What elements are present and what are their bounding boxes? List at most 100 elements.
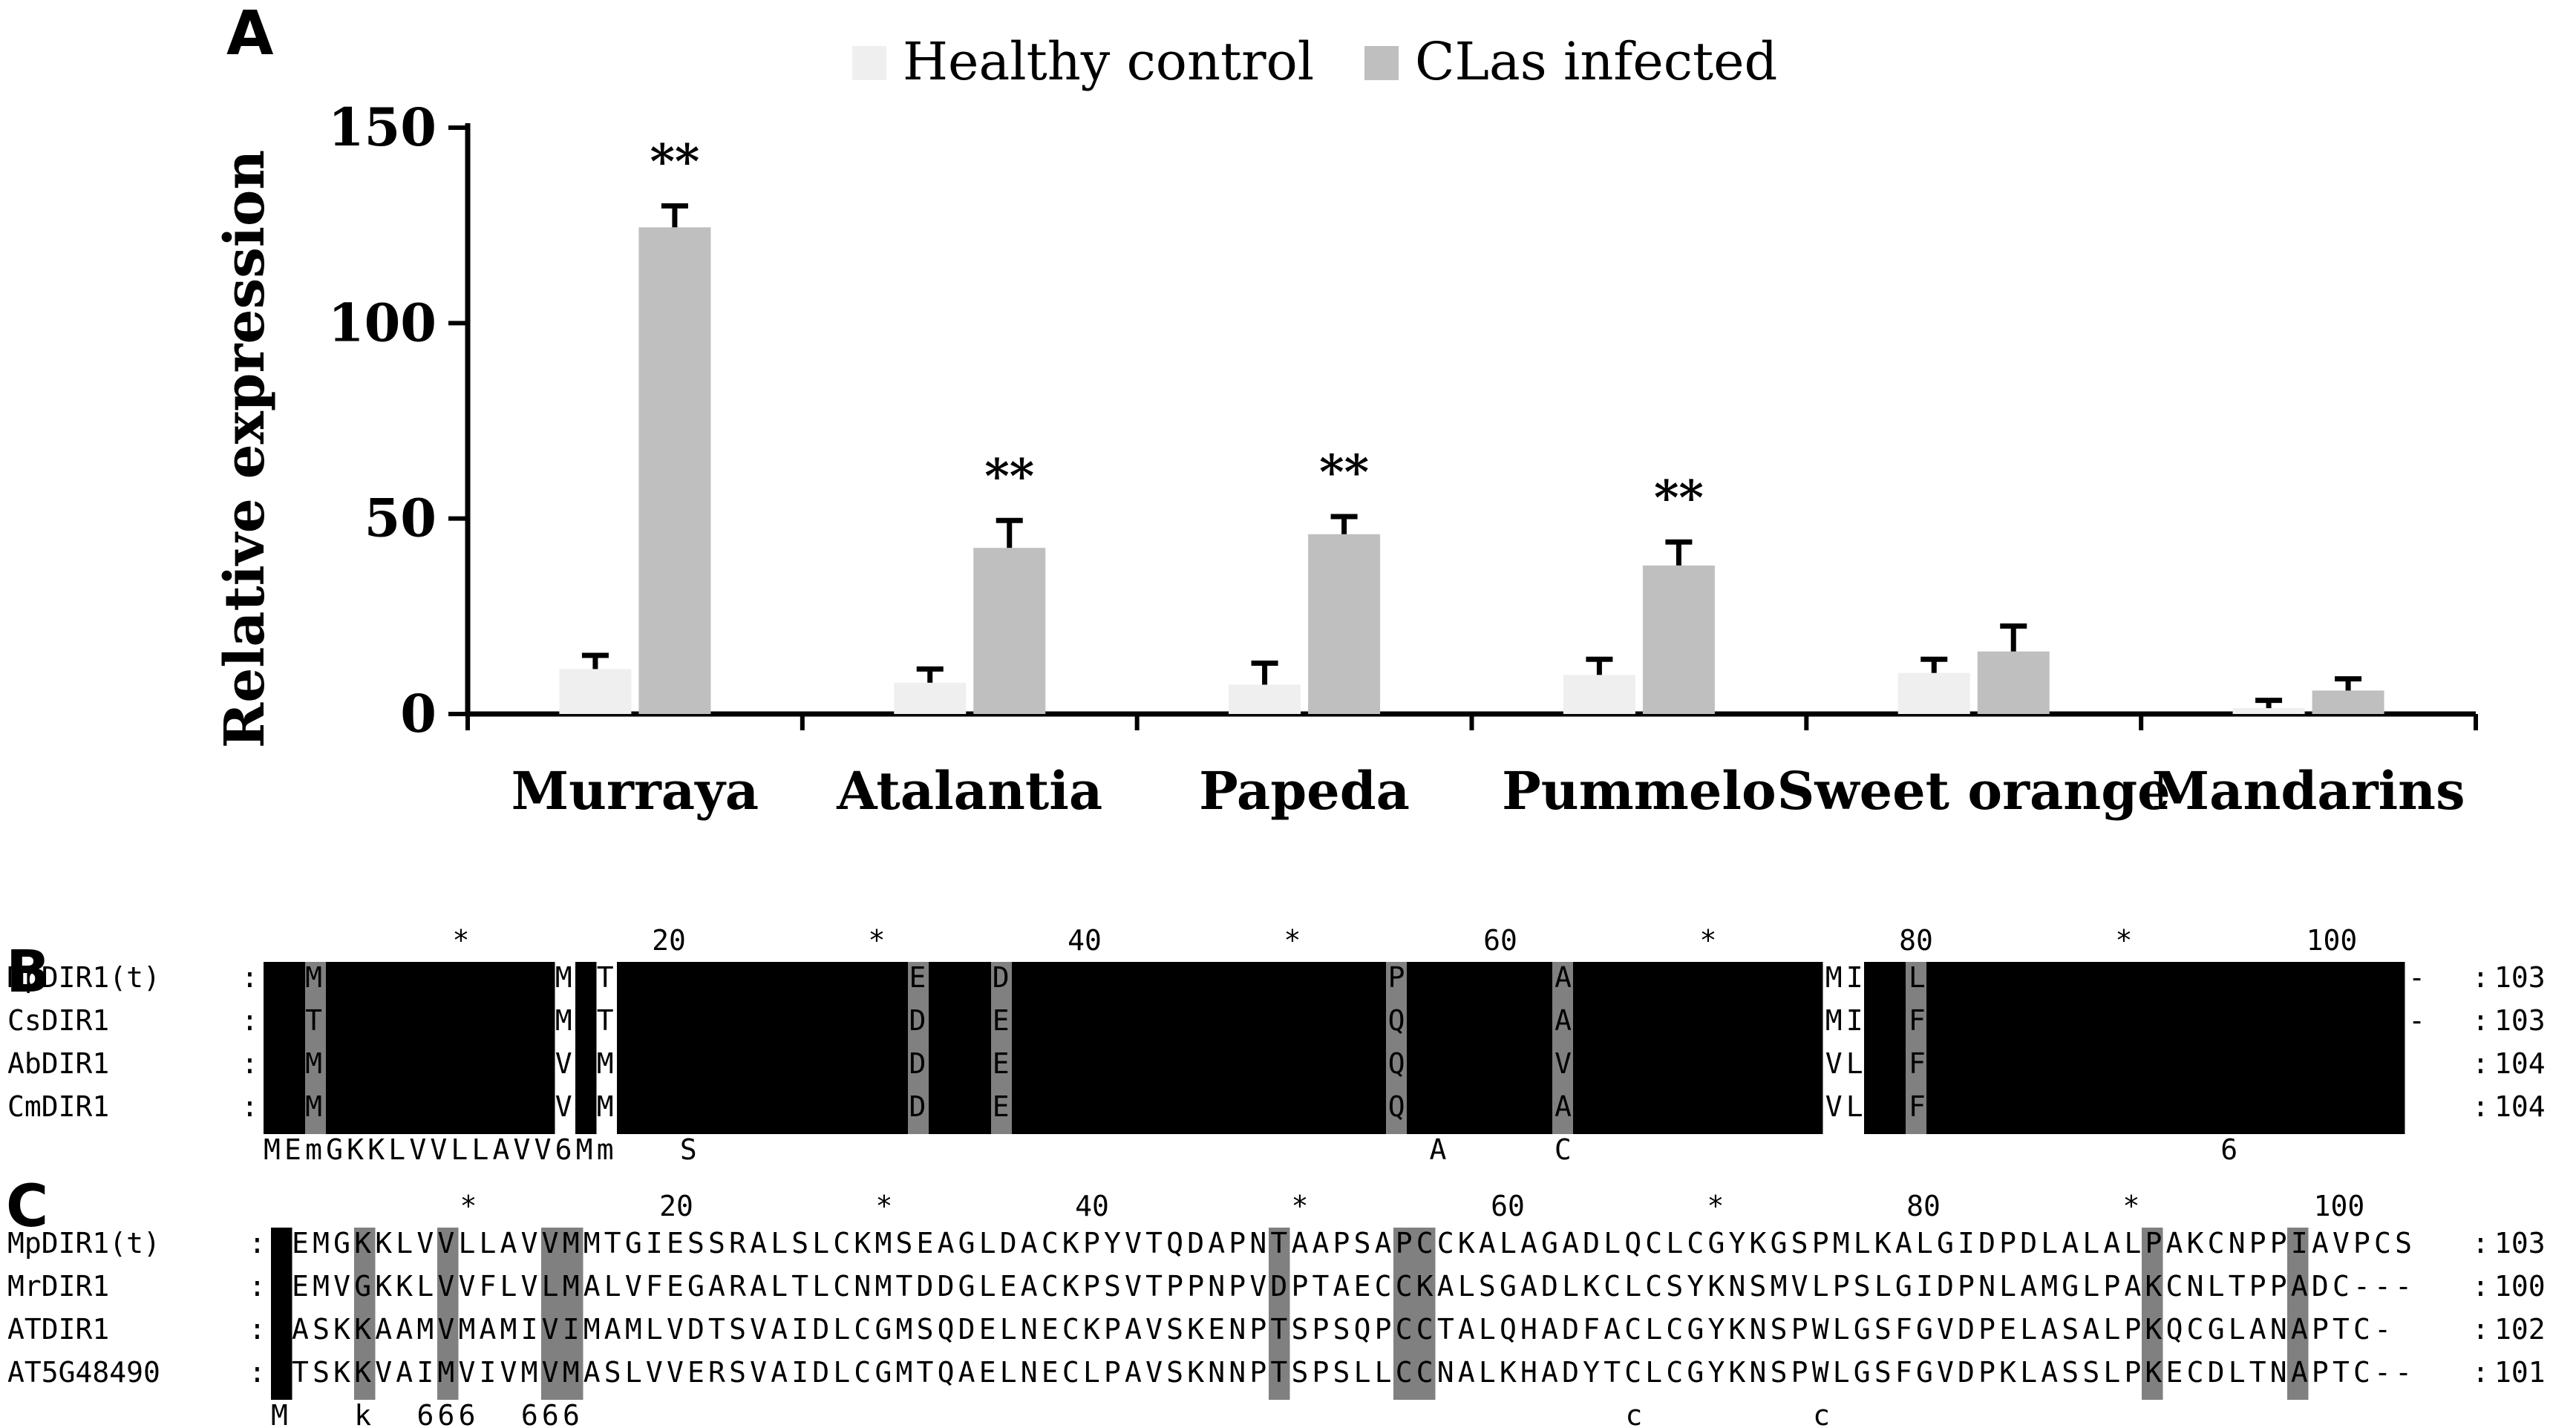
- conservation-shade: [2259, 962, 2281, 1134]
- conservation-shade: [1269, 1228, 1290, 1400]
- consensus-line: M k 666 666 c c: [271, 1399, 1830, 1428]
- ruler-mark: 60: [1491, 1190, 1525, 1222]
- conservation-shade: [1760, 962, 1782, 1134]
- axes: 0 50 100 150: [328, 96, 2478, 744]
- legend-label: CLas infected: [1415, 31, 1777, 92]
- conservation-shade: [367, 962, 389, 1134]
- significance-marker: **: [1319, 445, 1369, 500]
- panel-label-b: B: [6, 939, 50, 1006]
- conservation-shade: [1157, 962, 1179, 1134]
- ruler-mark: 100: [2314, 1190, 2365, 1222]
- sequence-length: 103: [2494, 961, 2546, 994]
- conservation-shade: [437, 1228, 459, 1400]
- conservation-shade: [271, 1228, 292, 1400]
- sequence-residues: MEMGKKLVVLLAVVVMMGIESSRALSLCKMSDAGLEACKP…: [264, 1047, 2405, 1080]
- conservation-shade: [1324, 962, 1345, 1134]
- conservation-shade: [1864, 962, 1886, 1134]
- conservation-shade: [1573, 962, 1595, 1134]
- conservation-shade: [471, 962, 493, 1134]
- bar-healthy-control: [894, 682, 967, 714]
- bar-healthy-control: [2232, 708, 2305, 714]
- x-tick-label: Murraya: [511, 760, 759, 822]
- conservation-shade: [1033, 962, 1054, 1134]
- conservation-shade: [1885, 962, 1906, 1134]
- conservation-shade: [2134, 962, 2156, 1134]
- ruler-mark: *: [1292, 1190, 1309, 1222]
- sequence-length: 103: [2494, 1004, 2546, 1037]
- conservation-shade: [1968, 962, 1990, 1134]
- conservation-shade: [1282, 962, 1304, 1134]
- conservation-shade: [1407, 962, 1428, 1134]
- legend-label: Healthy control: [903, 31, 1314, 92]
- separator: :: [241, 1004, 258, 1037]
- separator: :: [2472, 1313, 2489, 1346]
- conservation-shade: [1178, 962, 1200, 1134]
- x-tick-label: Mandarins: [2152, 760, 2465, 822]
- sequence-length: 104: [2494, 1090, 2546, 1123]
- conservation-shade: [2142, 1228, 2163, 1400]
- ruler-mark: 40: [1075, 1190, 1109, 1222]
- separator: :: [241, 961, 258, 994]
- conservation-shade: [1261, 962, 1283, 1134]
- bar-clas-infected: [1308, 534, 1381, 714]
- sequence-name: ATDIR1: [7, 1313, 109, 1346]
- bar-healthy-control: [1563, 675, 1635, 714]
- ruler-mark: *: [2123, 1190, 2140, 1222]
- conservation-shade: [617, 962, 638, 1134]
- panel-label-a: A: [226, 0, 274, 69]
- conservation-shade: [1240, 962, 1262, 1134]
- sequence-residues: MASKKAAMVMAMIVIMAMLVDTSVAIDLCGMSQDELNECK…: [271, 1313, 2391, 1346]
- sequence-name: CsDIR1: [7, 1004, 109, 1037]
- y-axis-label: Relative expression: [213, 150, 277, 748]
- conservation-shade: [1012, 962, 1033, 1134]
- conservation-shade: [492, 962, 514, 1134]
- separator: :: [2472, 1004, 2489, 1037]
- conservation-shade: [783, 962, 805, 1134]
- separator: :: [2472, 1047, 2489, 1080]
- ruler-mark: 20: [659, 1190, 693, 1222]
- conservation-shade: [908, 962, 929, 1134]
- sequence-name: CmDIR1: [7, 1090, 109, 1123]
- ruler-mark: 80: [1906, 1190, 1941, 1222]
- bar-healthy-control: [1897, 672, 1970, 714]
- sequence-residues: MEMVGKKLVVFLVLMALVFEGARALTLCNMTDDGLEACKP…: [271, 1270, 2412, 1303]
- conservation-shade: [1781, 962, 1802, 1134]
- y-tick-label: 50: [365, 488, 437, 549]
- separator: :: [2472, 1356, 2489, 1389]
- separator: :: [249, 1270, 266, 1303]
- conservation-shade: [1386, 962, 1408, 1134]
- conservation-shade: [1511, 962, 1532, 1134]
- y-tick-label: 0: [400, 683, 437, 744]
- conservation-shade: [721, 962, 742, 1134]
- separator: :: [2472, 1270, 2489, 1303]
- separator: :: [249, 1356, 266, 1389]
- conservation-shade: [2155, 962, 2177, 1134]
- conservation-shade: [1199, 962, 1220, 1134]
- conservation-shade: [2280, 962, 2301, 1134]
- conservation-shade: [1739, 962, 1761, 1134]
- ruler-mark: *: [460, 1190, 477, 1222]
- conservation-shade: [1698, 962, 1719, 1134]
- sequence-length: 101: [2494, 1356, 2546, 1389]
- ruler-mark: *: [2116, 924, 2133, 957]
- conservation-shade: [409, 962, 431, 1134]
- conservation-shade: [2363, 962, 2384, 1134]
- conservation-shade: [2176, 962, 2197, 1134]
- bar-healthy-control: [559, 669, 632, 714]
- ruler-mark: 60: [1483, 924, 1517, 957]
- sequence-length: 104: [2494, 1047, 2546, 1080]
- ruler-mark: *: [453, 924, 470, 957]
- conservation-shade: [2321, 962, 2343, 1134]
- conservation-shade: [679, 962, 701, 1134]
- bar-healthy-control: [1229, 684, 1301, 714]
- conservation-shade: [658, 962, 680, 1134]
- conservation-shade: [2114, 962, 2135, 1134]
- conservation-shade: [1428, 962, 1449, 1134]
- conservation-shade: [1719, 962, 1740, 1134]
- conservation-shade: [1220, 962, 1241, 1134]
- separator: :: [249, 1227, 266, 1260]
- conservation-shade: [2030, 962, 2052, 1134]
- consensus-line: MEmGKKLVVLLAVV6Mm S A C 6 P: [264, 1133, 2576, 1166]
